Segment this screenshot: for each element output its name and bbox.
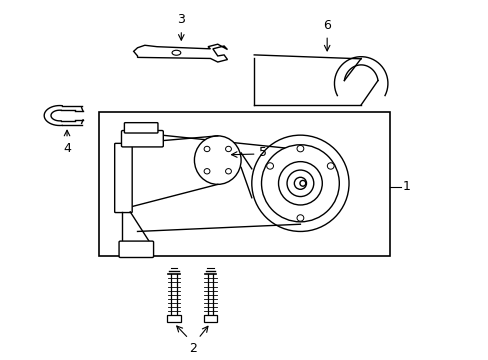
Ellipse shape [294, 177, 306, 189]
Ellipse shape [278, 162, 322, 205]
Bar [167, 315, 181, 323]
Ellipse shape [194, 136, 241, 184]
Ellipse shape [225, 146, 231, 152]
Text: 6: 6 [323, 19, 330, 32]
Ellipse shape [203, 146, 209, 152]
Ellipse shape [286, 170, 313, 197]
Polygon shape [133, 44, 227, 62]
Bar [99, 112, 389, 256]
Text: 2: 2 [189, 342, 197, 355]
Ellipse shape [299, 180, 305, 186]
Ellipse shape [261, 145, 339, 222]
Text: 1: 1 [402, 180, 409, 193]
Text: 5: 5 [259, 147, 266, 159]
FancyBboxPatch shape [115, 143, 132, 212]
Ellipse shape [296, 215, 303, 221]
Ellipse shape [326, 163, 333, 169]
Ellipse shape [172, 50, 181, 55]
Bar [203, 315, 217, 323]
Ellipse shape [266, 163, 273, 169]
FancyBboxPatch shape [119, 241, 153, 257]
Ellipse shape [203, 168, 209, 174]
FancyBboxPatch shape [124, 123, 158, 133]
Ellipse shape [225, 168, 231, 174]
Text: 4: 4 [63, 142, 71, 155]
FancyBboxPatch shape [121, 131, 163, 147]
Ellipse shape [251, 135, 348, 231]
Ellipse shape [296, 145, 303, 152]
Text: 3: 3 [177, 13, 185, 26]
